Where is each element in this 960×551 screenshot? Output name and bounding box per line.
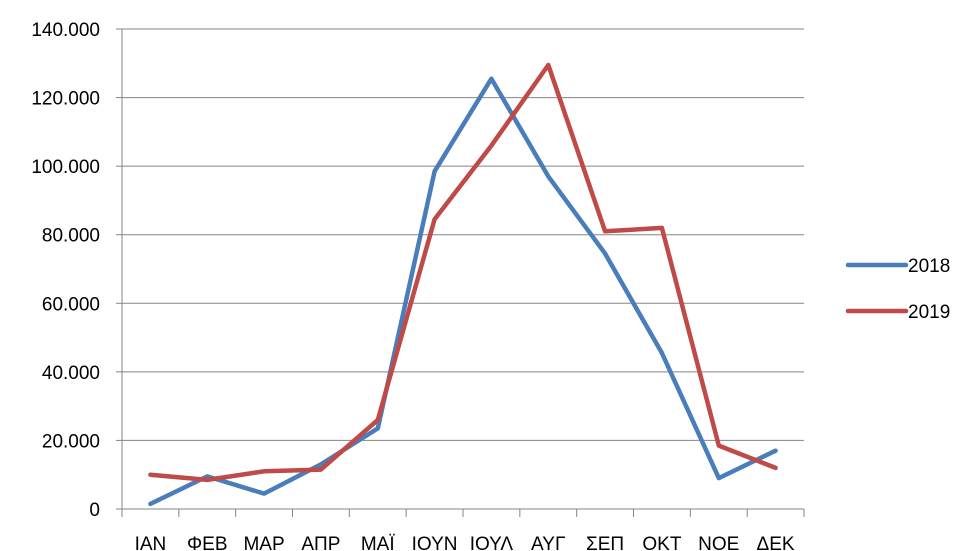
y-tick-label: 100.000 <box>31 157 100 178</box>
series-lines <box>148 62 778 507</box>
legend: 2018 2019 <box>845 256 950 323</box>
legend-label-2019: 2019 <box>908 302 950 323</box>
x-tick-label: ΔΕΚ <box>757 534 795 551</box>
y-tick-label: 80.000 <box>42 226 100 247</box>
x-tick-label: ΣΕΠ <box>586 534 624 551</box>
legend-label-2018: 2018 <box>908 256 950 277</box>
y-tick-label: 140.000 <box>31 20 100 41</box>
series-line-2019 <box>148 62 778 483</box>
x-tick-label: ΙΟΥΝ <box>412 534 458 551</box>
gridlines <box>116 28 804 510</box>
x-tick-label: ΜΑΪ <box>361 534 396 551</box>
x-tick-label: ΙΟΥΛ <box>470 534 514 551</box>
x-tick-label: ΦΕΒ <box>187 534 228 551</box>
y-tick-label: 0 <box>89 500 100 521</box>
series-line-2018 <box>148 76 778 507</box>
y-tick-label: 20.000 <box>42 431 100 452</box>
y-tick-label: 60.000 <box>42 294 100 315</box>
y-tick-label: 40.000 <box>42 363 100 384</box>
x-tick-label: ΙΑΝ <box>135 534 167 551</box>
x-axis-tick-labels: ΙΑΝ ΦΕΒ ΜΑΡ ΑΠΡ ΜΑΪ ΙΟΥΝ ΙΟΥΛ ΑΥΓ ΣΕΠ ΟΚΤ ΝΟΕ ΔΕΚ <box>135 534 795 551</box>
y-axis-tick-labels: 0 20.000 40.000 60.000 80.000 100.000 120.000 1… <box>31 20 100 521</box>
x-tick-label: ΑΥΓ <box>531 534 565 551</box>
x-tick-label: ΜΑΡ <box>243 534 284 551</box>
x-tick-label: ΑΠΡ <box>301 534 340 551</box>
x-tick-label: ΟΚΤ <box>642 534 681 551</box>
y-tick-label: 120.000 <box>31 89 100 110</box>
x-tick-label: ΝΟΕ <box>698 534 739 551</box>
x-axis <box>121 508 805 517</box>
